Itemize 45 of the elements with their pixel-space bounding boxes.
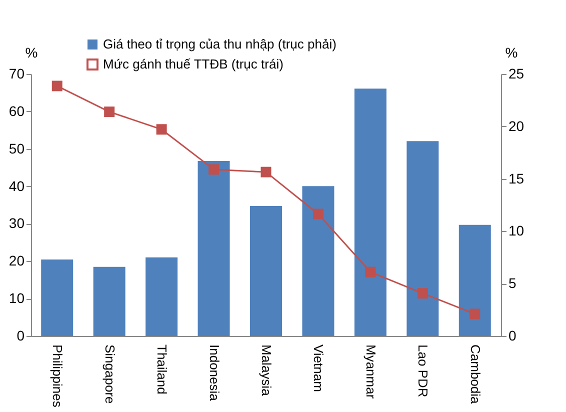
x-tick-label: Singapore — [102, 344, 118, 404]
y-tick-label: 10 — [8, 290, 25, 306]
bar — [406, 141, 439, 336]
point — [470, 308, 480, 320]
y-tick-label: 30 — [8, 215, 25, 232]
y-tick-label: 60 — [8, 102, 25, 119]
x-tick-label: Lao PDR — [416, 344, 431, 398]
y2-tick-label: 0 — [508, 328, 516, 344]
bar — [41, 259, 74, 336]
y2-tick-label: 5 — [508, 275, 516, 292]
y2-axis-title: % — [505, 44, 518, 60]
point — [208, 164, 220, 175]
bar — [354, 88, 386, 336]
y-tick-label: 0 — [16, 328, 25, 344]
y-tick-label: 20 — [8, 252, 25, 269]
point — [312, 208, 324, 220]
x-tick-label: Indonesia — [206, 344, 222, 402]
point — [365, 266, 376, 278]
y2-tick-label: 15 — [508, 170, 524, 186]
bar — [458, 224, 491, 336]
point — [417, 288, 428, 299]
y-tick-label: 40 — [8, 178, 25, 194]
x-tick-label: Malaysia — [259, 344, 274, 397]
x-tick-label: Cambodia — [468, 344, 483, 405]
y-axis-title: % — [25, 44, 38, 60]
bar — [198, 160, 230, 336]
y2-tick-label: 10 — [508, 222, 524, 239]
point — [156, 124, 167, 135]
legend-label: Mức gánh thuế TTĐB (trục trái) — [103, 56, 284, 72]
y-tick-label: 70 — [8, 66, 25, 82]
x-tick-label: Philippines — [50, 344, 66, 408]
point — [260, 166, 272, 178]
point — [104, 106, 115, 118]
x-tick-label: Thailand — [154, 344, 170, 394]
legend-label: Giá theo tỉ trọng của thu nhập (trục phải) — [103, 36, 336, 52]
x-tick-label: Vietnam — [311, 344, 326, 392]
point — [52, 80, 62, 92]
x-tick-label: Myanmar — [363, 344, 378, 400]
y-tick-label: 50 — [8, 140, 25, 156]
y2-tick-label: 25 — [508, 66, 524, 82]
bar — [250, 206, 282, 336]
bar — [93, 266, 126, 336]
bar — [146, 257, 178, 336]
bar — [302, 186, 334, 336]
y2-tick-label: 20 — [508, 118, 524, 134]
